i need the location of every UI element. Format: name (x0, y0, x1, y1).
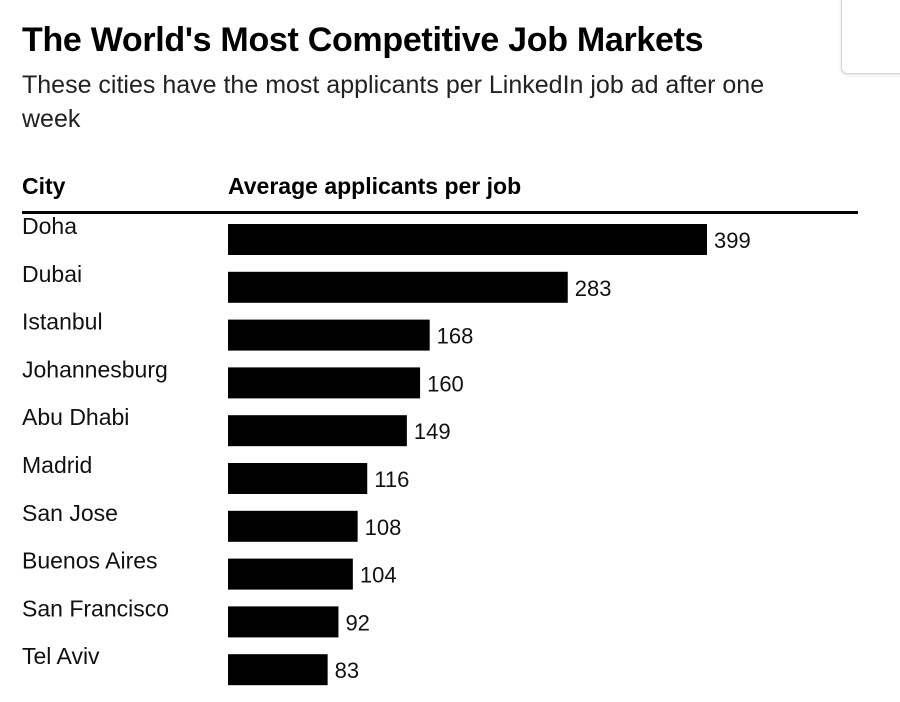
category-label: Istanbul (22, 309, 103, 335)
value-label: 92 (345, 610, 369, 635)
category-label: Doha (22, 214, 77, 239)
bar (228, 606, 339, 638)
bar (228, 463, 368, 494)
value-label: 108 (365, 515, 402, 540)
city-column-header: City (22, 173, 66, 199)
value-label: 399 (714, 228, 751, 253)
value-column-header: Average applicants per job (228, 173, 522, 199)
value-label: 83 (335, 658, 359, 683)
category-label: Tel Aviv (22, 643, 100, 669)
header-rule (22, 211, 858, 214)
category-label: Johannesburg (22, 356, 168, 382)
bar (228, 224, 707, 255)
chart-subtitle: These cities have the most applicants pe… (22, 71, 765, 133)
bar (228, 558, 353, 590)
value-label: 168 (437, 324, 474, 349)
bar (228, 271, 568, 303)
category-label: San Jose (22, 500, 118, 526)
value-label: 283 (575, 276, 612, 301)
bar (228, 415, 407, 447)
value-label: 160 (427, 371, 464, 396)
corner-panel (841, 0, 900, 74)
bar (228, 654, 328, 686)
value-label: 104 (360, 563, 397, 588)
bar (228, 367, 421, 399)
bar-chart: Doha 399 Dubai 283 Istanbul 168 Johannesburg 16… (22, 214, 751, 686)
bar (228, 319, 430, 351)
category-label: San Francisco (22, 595, 169, 621)
category-label: Abu Dhabi (22, 404, 129, 430)
value-label: 116 (374, 467, 409, 492)
category-label: Madrid (22, 452, 92, 478)
category-label: Dubai (22, 261, 82, 287)
category-label: Buenos Aires (22, 548, 158, 574)
value-label: 149 (414, 419, 451, 444)
chart-title: The World's Most Competitive Job Markets (22, 21, 704, 59)
bar (228, 510, 358, 542)
